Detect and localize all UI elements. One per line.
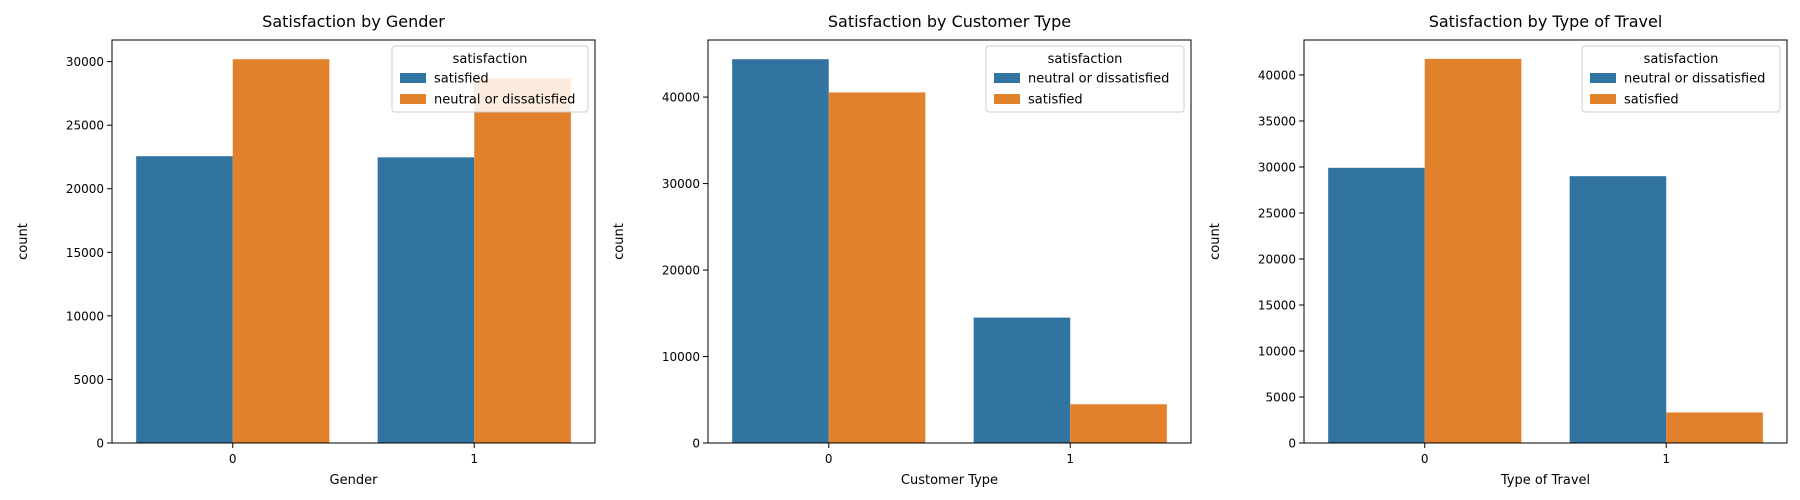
chart-title: Satisfaction by Customer Type (828, 12, 1071, 31)
x-tick-label: 1 (1662, 452, 1670, 466)
plot-frame (707, 39, 1192, 444)
bar-neutral-or-dissatisfied-0 (232, 59, 330, 443)
x-axis-label: Type of Travel (1500, 473, 1590, 488)
chart-title: Satisfaction by Type of Travel (1429, 12, 1663, 31)
bar-satisfied-0 (136, 156, 233, 443)
legend-title: satisfaction (1048, 52, 1123, 67)
y-tick-label: 20000 (66, 182, 104, 196)
legend: satisfaction neutral or dissatisfied satis… (1581, 45, 1781, 113)
y-tick-label: 30000 (66, 55, 104, 69)
plot-frame (1303, 39, 1788, 444)
y-tick-label: 0 (692, 437, 700, 451)
bar-neutral-or-dissatisfied-0 (1328, 167, 1425, 444)
legend-title: satisfaction (1644, 52, 1719, 67)
bar-satisfied-0 (1424, 58, 1522, 444)
y-tick-label: 30000 (662, 177, 700, 191)
legend-box (391, 45, 589, 113)
y-axis-label: count (16, 223, 31, 260)
legend: satisfaction satisfied neutral or dissatis… (391, 45, 589, 113)
x-tick-label: 1 (470, 452, 478, 466)
legend-box (985, 45, 1185, 113)
bar-satisfied-1 (1666, 412, 1763, 443)
legend-entry: neutral or dissatisfied (434, 93, 575, 108)
y-tick-label: 10000 (66, 309, 104, 323)
x-tick-label: 0 (229, 452, 237, 466)
legend-entry: neutral or dissatisfied (1028, 72, 1169, 87)
legend-entry: satisfied (1028, 93, 1083, 108)
legend-entry: satisfied (434, 72, 489, 87)
x-axis-label: Gender (330, 473, 379, 488)
y-tick-label: 35000 (1258, 114, 1296, 128)
chart-panel-3: 0 5000 10000 15000 20000 25000 30000 35000 40000… (1208, 12, 1788, 488)
legend-box (1581, 45, 1781, 113)
y-tick-label: 10000 (662, 350, 700, 364)
y-tick-label: 25000 (1258, 206, 1296, 220)
y-tick-label: 5000 (73, 373, 104, 387)
y-tick-label: 5000 (1265, 390, 1296, 404)
y-tick-label: 10000 (1258, 344, 1296, 358)
legend-swatch (400, 94, 426, 104)
x-tick-label: 0 (1421, 452, 1429, 466)
legend-entry: satisfied (1624, 93, 1679, 108)
bar-neutral-or-dissatisfied-1 (973, 317, 1071, 443)
y-tick-label: 20000 (1258, 252, 1296, 266)
chart-title: Satisfaction by Gender (262, 12, 445, 31)
x-axis-label: Customer Type (901, 473, 998, 488)
legend-entry: neutral or dissatisfied (1624, 72, 1765, 87)
chart-panel-1: 0 5000 10000 15000 20000 25000 30000 0 1 Satisfac… (16, 12, 596, 488)
plot-frame (111, 39, 596, 444)
bar-satisfied-1 (377, 157, 475, 443)
legend-swatch (400, 73, 426, 83)
y-tick-label: 20000 (662, 264, 700, 278)
legend-swatch (994, 94, 1020, 104)
bar-satisfied-0 (828, 92, 926, 443)
legend-swatch (1590, 73, 1616, 83)
y-tick-label: 0 (96, 437, 104, 451)
y-tick-label: 40000 (1258, 68, 1296, 82)
y-tick-label: 30000 (1258, 160, 1296, 174)
y-tick-label: 40000 (662, 91, 700, 105)
y-tick-label: 0 (1288, 437, 1296, 451)
y-axis-label: count (612, 223, 627, 260)
x-tick-label: 0 (825, 452, 833, 466)
bar-neutral-or-dissatisfied-0 (732, 59, 829, 443)
bar-satisfied-1 (1070, 404, 1167, 443)
y-tick-label: 15000 (1258, 298, 1296, 312)
bar-neutral-or-dissatisfied-1 (474, 78, 571, 443)
legend-swatch (994, 73, 1020, 83)
y-tick-label: 15000 (66, 246, 104, 260)
legend-swatch (1590, 94, 1616, 104)
chart-panel-2: 0 10000 20000 30000 40000 0 1 Satisfaction by C… (612, 12, 1192, 488)
legend: satisfaction neutral or dissatisfied satis… (985, 45, 1185, 113)
y-axis-label: count (1208, 223, 1223, 260)
legend-title: satisfaction (453, 52, 528, 67)
x-tick-label: 1 (1066, 452, 1074, 466)
bar-neutral-or-dissatisfied-1 (1569, 176, 1667, 444)
y-tick-label: 25000 (66, 119, 104, 133)
